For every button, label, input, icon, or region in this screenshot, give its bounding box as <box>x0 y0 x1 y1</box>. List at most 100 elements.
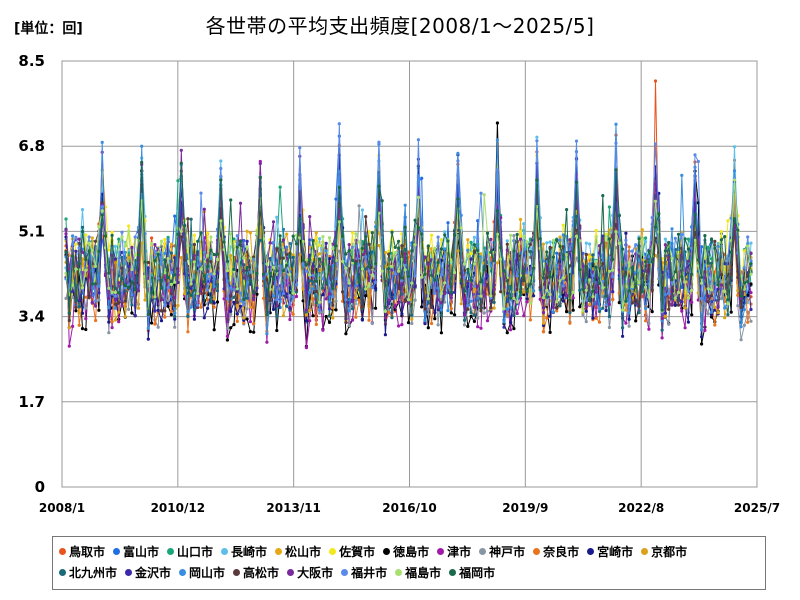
data-point <box>410 317 414 321</box>
data-point <box>482 311 486 315</box>
x-tick-label: 2016/10 <box>382 501 436 515</box>
data-point <box>94 299 98 303</box>
data-point <box>71 289 75 293</box>
data-point <box>370 286 374 290</box>
data-point <box>123 250 127 254</box>
data-point <box>650 260 654 264</box>
data-point <box>324 297 328 301</box>
data-point <box>245 296 249 300</box>
data-point <box>291 253 295 257</box>
data-point <box>383 305 387 309</box>
data-point <box>242 238 246 243</box>
data-point <box>298 217 302 221</box>
data-point <box>364 267 368 271</box>
data-point <box>209 300 213 304</box>
legend-marker <box>221 548 229 555</box>
data-point <box>443 230 447 234</box>
data-point <box>680 230 684 234</box>
data-point <box>179 161 183 165</box>
data-point <box>87 235 91 239</box>
data-point <box>77 262 81 266</box>
data-point <box>113 298 117 302</box>
data-point <box>660 308 664 312</box>
data-point <box>383 333 387 337</box>
data-point <box>673 270 677 274</box>
data-point <box>347 324 351 328</box>
data-point <box>746 280 750 284</box>
data-point <box>367 242 371 246</box>
data-point <box>736 288 740 293</box>
data-point <box>588 255 592 259</box>
data-point <box>436 323 440 327</box>
data-point <box>551 238 556 242</box>
data-point <box>318 311 322 315</box>
data-point <box>466 244 470 248</box>
data-point <box>327 265 332 269</box>
data-point <box>522 222 526 226</box>
data-point <box>495 232 499 236</box>
data-point <box>301 287 305 291</box>
data-point <box>472 313 476 317</box>
data-point <box>248 279 252 283</box>
legend-item: 奈良市 <box>533 541 579 562</box>
data-point <box>443 281 447 285</box>
data-point <box>693 212 697 216</box>
data-point <box>746 293 750 297</box>
legend-marker <box>587 548 595 555</box>
data-point <box>238 201 243 205</box>
data-point <box>512 249 516 253</box>
data-point <box>482 294 486 298</box>
data-point <box>383 316 387 320</box>
legend-item: 富山市 <box>113 541 159 562</box>
data-point <box>621 334 625 338</box>
data-point <box>183 224 187 228</box>
data-point <box>192 308 196 312</box>
data-point <box>663 311 668 315</box>
data-point <box>64 296 68 300</box>
data-point <box>163 237 167 242</box>
data-point <box>64 250 68 254</box>
data-point <box>288 302 292 306</box>
data-point <box>502 285 506 289</box>
data-point <box>518 290 523 294</box>
legend-label: 福岡市 <box>459 566 496 580</box>
data-point <box>298 146 302 150</box>
data-point <box>614 230 618 234</box>
data-point <box>298 253 302 257</box>
data-point <box>601 306 605 310</box>
data-point <box>568 311 572 315</box>
data-point <box>209 260 213 264</box>
data-point <box>650 288 654 292</box>
data-point <box>640 290 644 294</box>
data-point <box>472 288 476 292</box>
data-point <box>334 308 338 312</box>
data-point <box>90 248 94 253</box>
data-point <box>212 275 216 279</box>
data-point <box>591 289 595 293</box>
data-point <box>403 225 407 229</box>
data-point <box>291 295 295 299</box>
data-point <box>545 288 549 292</box>
legend-label: 松山市 <box>285 545 322 559</box>
data-point <box>123 284 127 288</box>
data-point <box>558 264 562 268</box>
data-point <box>225 297 229 301</box>
data-point <box>430 321 434 326</box>
data-point <box>588 299 592 303</box>
data-point <box>568 298 572 302</box>
data-point <box>502 325 506 329</box>
data-point <box>466 253 470 257</box>
data-point <box>637 281 641 285</box>
data-point <box>393 303 397 307</box>
data-point <box>492 306 496 310</box>
data-point <box>634 243 638 247</box>
legend-marker <box>383 548 391 555</box>
data-point <box>278 299 282 304</box>
data-point <box>130 245 134 249</box>
data-point <box>436 260 440 265</box>
data-point <box>578 305 582 309</box>
data-point <box>670 303 674 307</box>
data-point <box>617 301 621 305</box>
data-point <box>548 275 552 279</box>
data-point <box>235 234 239 238</box>
